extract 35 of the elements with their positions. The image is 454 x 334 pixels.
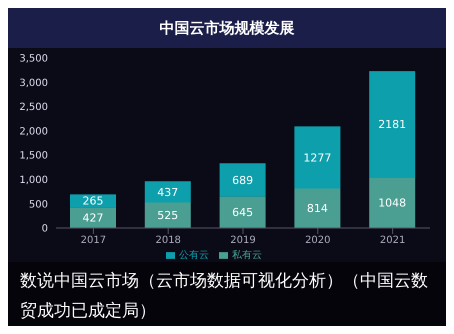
legend-label: 私有云: [232, 250, 262, 261]
bar: [144, 181, 191, 202]
y-tick-label: 3,500: [19, 54, 48, 65]
x-tick-label: 2017: [80, 235, 106, 246]
data-label: 645: [232, 206, 254, 220]
y-tick-label: 1,500: [19, 150, 48, 162]
data-label: 265: [82, 194, 104, 208]
bar: [369, 71, 416, 178]
text: 数说中国云市场（云市场数据可视化分析）（中国云数贸成功已成定局）: [19, 270, 429, 323]
x-tick-label: 2019: [230, 235, 256, 246]
data-label: 2181: [378, 118, 406, 132]
data-label: 1048: [378, 196, 406, 210]
data-label: 689: [232, 174, 254, 187]
y-tick-label: 2,500: [19, 102, 48, 114]
bar: [144, 202, 191, 228]
data-label: 437: [157, 186, 178, 199]
bar: [294, 126, 340, 188]
bar: [220, 196, 266, 228]
x-tick-label: 2021: [380, 235, 406, 246]
y-tick-label: 3,000: [19, 78, 48, 89]
bar: [294, 188, 340, 228]
x-tick-label: 2018: [155, 235, 181, 246]
y-tick-label: 0: [42, 224, 48, 235]
legend-label: 公有云: [179, 250, 209, 261]
y-tick-label: 500: [28, 199, 48, 210]
y-tick-label: 2,000: [19, 126, 48, 138]
data-label: 525: [157, 209, 178, 222]
chart-title: 中国云市场规模发展: [8, 8, 446, 48]
data-label: 814: [306, 202, 328, 216]
data-label: 1277: [303, 151, 332, 164]
bar: [220, 163, 266, 197]
data-label: 427: [82, 212, 104, 225]
x-tick-label: 2020: [305, 235, 331, 246]
y-tick-label: 1,000: [19, 174, 48, 186]
bar: [369, 177, 416, 228]
